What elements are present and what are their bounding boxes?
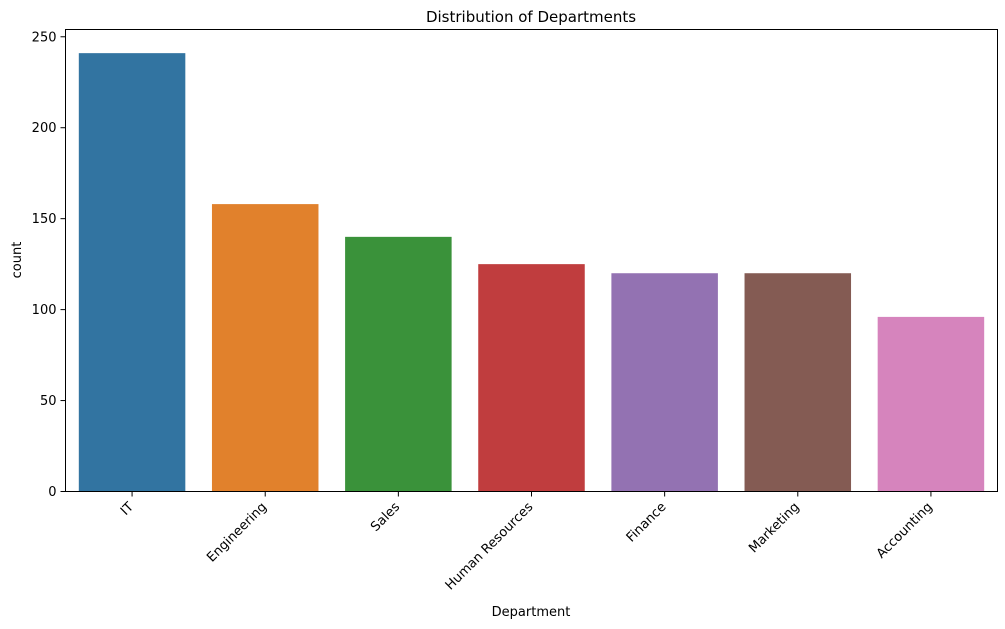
y-tick-label: 0 <box>48 485 56 500</box>
x-tick-label-accounting: Accounting <box>874 500 936 562</box>
x-tick-label-marketing: Marketing <box>746 500 802 556</box>
y-tick-label: 100 <box>32 303 57 318</box>
y-tick-label: 250 <box>32 30 57 45</box>
bar-accounting <box>877 316 985 492</box>
plot-frame <box>65 29 998 492</box>
x-tick-label-human-resources: Human Resources <box>443 500 537 594</box>
y-tick-label: 150 <box>32 212 57 227</box>
bar-it <box>78 53 186 492</box>
chart-title: Distribution of Departments <box>426 8 636 26</box>
x-tick-label-it: IT <box>118 500 137 519</box>
y-tick-label: 50 <box>40 394 57 409</box>
x-axis-label: Department <box>492 605 571 620</box>
bar-human-resources <box>478 264 585 492</box>
y-axis-label: count <box>10 242 25 279</box>
bars-group <box>78 53 985 492</box>
x-axis-ticks: IT Engineering Sales Human Resources Finance… <box>118 491 936 594</box>
y-axis-ticks: 0 50 100 150 200 250 <box>32 30 66 500</box>
x-tick-label-sales: Sales <box>368 500 403 535</box>
bar-finance <box>611 273 718 492</box>
bar-sales <box>345 236 452 492</box>
x-tick-label-finance: Finance <box>624 500 670 546</box>
y-tick-label: 200 <box>32 121 57 136</box>
bar-marketing <box>744 273 852 492</box>
x-tick-label-engineering: Engineering <box>204 500 270 566</box>
bar-engineering <box>211 204 319 492</box>
